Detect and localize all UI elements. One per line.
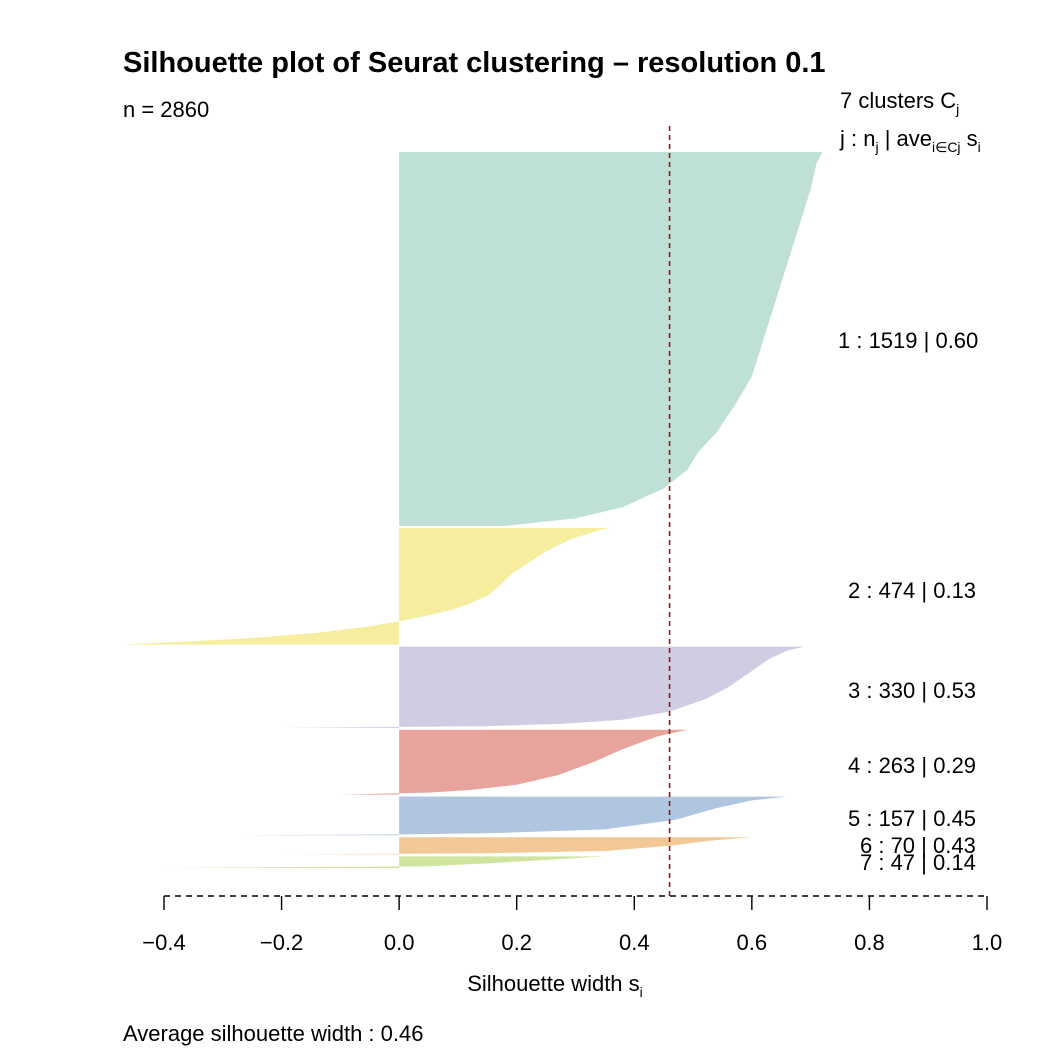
n-label: n = 2860 xyxy=(123,97,209,122)
header-line1-sub: j xyxy=(955,101,959,117)
x-tick-label: 0.4 xyxy=(619,930,650,955)
chart-title: Silhouette plot of Seurat clustering – r… xyxy=(123,47,826,79)
average-silhouette-footer: Average silhouette width : 0.46 xyxy=(123,1021,423,1046)
x-axis: −0.4 −0.2 0.0 0.2 0.4 0.6 0.8 1.0 xyxy=(142,895,1003,955)
header-line2-part: | ave xyxy=(879,126,932,151)
cluster-2-bar xyxy=(122,527,611,645)
x-tick-label: 0.8 xyxy=(854,930,885,955)
header-line2-sub: i∈Cj xyxy=(932,139,961,155)
silhouette-bars xyxy=(122,152,823,868)
header-line2-sub: i xyxy=(978,139,981,155)
x-axis-label: Silhouette width si xyxy=(467,971,643,1000)
cluster-7-label: 7 : 47 | 0.14 xyxy=(860,850,976,875)
cluster-3-bar xyxy=(281,646,805,728)
cluster-5-bar xyxy=(246,796,788,836)
x-axis-label-text: Silhouette width s xyxy=(467,971,639,996)
x-tick-label: 0.0 xyxy=(384,930,415,955)
cluster-6-bar xyxy=(281,837,752,855)
cluster-2-label: 2 : 474 | 0.13 xyxy=(848,578,976,603)
cluster-5-label: 5 : 157 | 0.45 xyxy=(848,806,976,831)
header-line2-part: j : n xyxy=(839,126,875,151)
header-line2: j : nj | avei∈Cj si xyxy=(839,126,981,155)
cluster-4-label: 4 : 263 | 0.29 xyxy=(848,753,976,778)
header-line1: 7 clusters Cj xyxy=(840,88,959,117)
cluster-1-bar xyxy=(399,152,823,526)
cluster-labels: 1 : 1519 | 0.60 2 : 474 | 0.13 3 : 330 | 0… xyxy=(838,328,978,875)
x-tick-label: 1.0 xyxy=(972,930,1003,955)
x-tick-label: −0.4 xyxy=(142,930,185,955)
x-axis-label-sub: i xyxy=(640,984,643,1000)
cluster-4-bar xyxy=(340,729,688,795)
cluster-3-label: 3 : 330 | 0.53 xyxy=(848,678,976,703)
x-tick-label: 0.2 xyxy=(501,930,532,955)
x-tick-label: 0.6 xyxy=(737,930,768,955)
x-tick-label: −0.2 xyxy=(260,930,303,955)
header-line2-sub: j xyxy=(874,139,878,155)
cluster-1-label: 1 : 1519 | 0.60 xyxy=(838,328,978,353)
header-line2-part: s xyxy=(961,126,978,151)
cluster-7-bar xyxy=(164,856,605,868)
header-line1-text: 7 clusters C xyxy=(840,88,956,113)
cluster-6-label: 6 : 70 | 0.43 xyxy=(860,833,976,858)
